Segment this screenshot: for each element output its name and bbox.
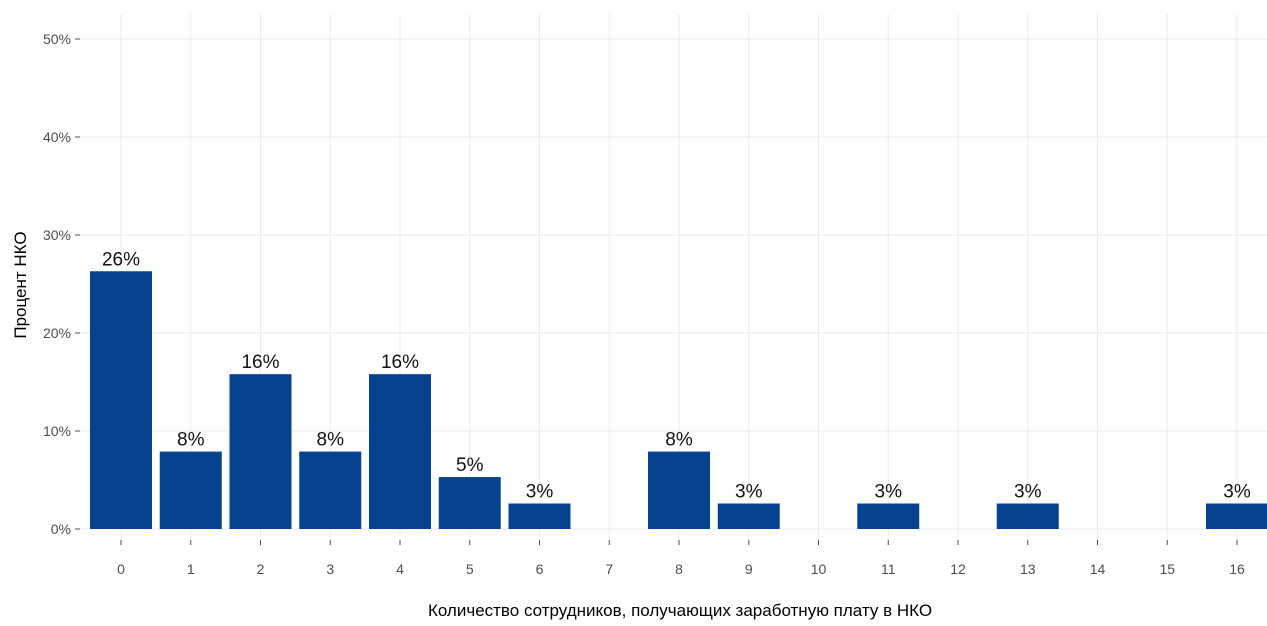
x-tick-label: 11 <box>881 561 896 577</box>
bar-value-label: 3% <box>875 482 903 503</box>
gridlines <box>80 14 1267 540</box>
bar <box>996 503 1059 529</box>
x-tick-label: 9 <box>745 561 753 577</box>
bar-value-label: 26% <box>102 249 140 270</box>
bar <box>438 477 501 529</box>
y-tick-label: 40% <box>43 129 71 145</box>
x-tick-label: 10 <box>811 561 827 577</box>
bar <box>857 503 920 529</box>
bar-value-label: 8% <box>177 430 205 451</box>
bar-value-label: 3% <box>735 482 763 503</box>
bar <box>717 503 780 529</box>
x-tick-label: 2 <box>257 561 265 577</box>
bar <box>369 374 431 529</box>
bar-value-label: 3% <box>526 482 554 503</box>
y-tick-label: 0% <box>51 521 71 537</box>
bar <box>229 374 292 529</box>
bar-value-label: 3% <box>1223 482 1251 503</box>
y-axis: 0% 10% 20% 30% 40% 50% <box>43 31 80 537</box>
x-tick-label: 12 <box>950 561 966 577</box>
x-tick-label: 8 <box>675 561 683 577</box>
bar <box>159 451 222 529</box>
bar-value-label: 16% <box>241 352 279 373</box>
x-tick-label: 15 <box>1159 561 1175 577</box>
x-tick-label: 4 <box>396 561 404 577</box>
bar <box>299 451 362 529</box>
bar-value-label: 8% <box>665 430 693 451</box>
y-axis-title: Процент НКО <box>11 231 30 338</box>
x-axis: 0 1 2 3 4 5 6 7 8 9 10 11 12 13 14 15 16 <box>117 540 1245 577</box>
x-tick-label: 16 <box>1229 561 1245 577</box>
bar-value-label: 5% <box>456 455 484 476</box>
bar-value-label: 3% <box>1014 482 1042 503</box>
y-tick-label: 30% <box>43 227 71 243</box>
x-tick-label: 1 <box>187 561 195 577</box>
bar-value-label: 8% <box>317 430 345 451</box>
bar-value-label: 16% <box>381 352 419 373</box>
x-tick-label: 14 <box>1090 561 1106 577</box>
x-tick-label: 0 <box>117 561 125 577</box>
bar-value-labels: 26% 8% 16% 8% 16% 5% 3% 8% 3% 3% 3% 3% <box>102 249 1251 502</box>
x-tick-label: 6 <box>536 561 544 577</box>
y-tick-label: 10% <box>43 423 71 439</box>
x-tick-label: 3 <box>326 561 334 577</box>
y-tick-label: 50% <box>43 31 71 47</box>
x-tick-label: 13 <box>1020 561 1036 577</box>
bars <box>90 271 1267 529</box>
y-tick-label: 20% <box>43 325 71 341</box>
x-axis-title: Количество сотрудников, получающих зараб… <box>428 601 932 620</box>
x-tick-label: 7 <box>605 561 613 577</box>
bar <box>648 451 710 529</box>
bar <box>1206 503 1267 529</box>
x-tick-label: 5 <box>466 561 474 577</box>
bar <box>90 271 152 529</box>
bar <box>508 503 571 529</box>
